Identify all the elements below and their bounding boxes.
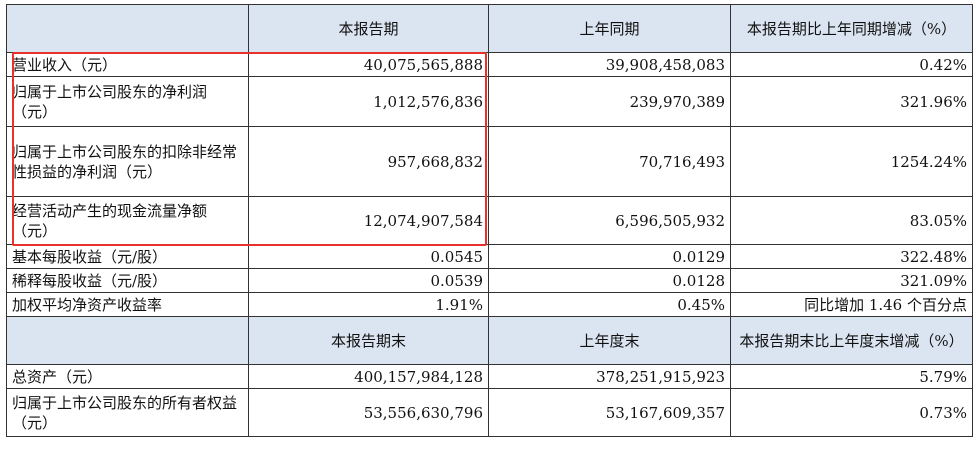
table-row: 归属于上市公司股东的净利润（元） 1,012,576,836 239,970,3… <box>6 76 973 127</box>
table-row: 基本每股收益（元/股） 0.0545 0.0129 322.48% <box>6 244 973 269</box>
row-label: 加权平均净资产收益率 <box>6 292 249 317</box>
header-period-end: 本报告期末 <box>248 316 489 365</box>
row-value-current: 0.0539 <box>248 268 489 293</box>
row-value-current: 0.0545 <box>248 244 489 269</box>
header-yoy-change: 本报告期比上年同期增减（%） <box>730 4 973 53</box>
row-value-prior: 0.0129 <box>488 244 731 269</box>
row-label: 稀释每股收益（元/股） <box>6 268 249 293</box>
row-value-prior: 0.0128 <box>488 268 731 293</box>
table-row: 营业收入（元） 40,075,565,888 39,908,458,083 0.… <box>6 52 973 77</box>
row-value-prior: 39,908,458,083 <box>488 52 731 77</box>
header-label-cell <box>6 4 249 53</box>
row-label: 归属于上市公司股东的净利润（元） <box>6 76 249 127</box>
row-label: 基本每股收益（元/股） <box>6 244 249 269</box>
row-value-change: 322.48% <box>730 244 973 269</box>
table-row: 归属于上市公司股东的所有者权益（元） 53,556,630,796 53,167… <box>6 388 973 437</box>
row-value-change: 321.09% <box>730 268 973 293</box>
row-value-current: 957,668,832 <box>248 126 489 197</box>
financial-summary-table: 本报告期 上年同期 本报告期比上年同期增减（%） 营业收入（元） 40,075,… <box>6 4 973 437</box>
row-value-current: 1.91% <box>248 292 489 317</box>
row-value-change: 83.05% <box>730 196 973 245</box>
header-label-cell <box>6 316 249 365</box>
row-value-prior: 239,970,389 <box>488 76 731 127</box>
row-value-prior: 6,596,505,932 <box>488 196 731 245</box>
header-row-1: 本报告期 上年同期 本报告期比上年同期增减（%） <box>6 4 973 53</box>
row-value-prior: 0.45% <box>488 292 731 317</box>
row-value-prior: 70,716,493 <box>488 126 731 197</box>
row-label: 总资产（元） <box>6 364 249 389</box>
row-value-prior: 378,251,915,923 <box>488 364 731 389</box>
row-value-change: 0.73% <box>730 388 973 437</box>
table-row: 归属于上市公司股东的扣除非经常性损益的净利润（元） 957,668,832 70… <box>6 126 973 197</box>
header-current-period: 本报告期 <box>248 4 489 53</box>
row-value-current: 400,157,984,128 <box>248 364 489 389</box>
row-value-current: 53,556,630,796 <box>248 388 489 437</box>
row-value-prior: 53,167,609,357 <box>488 388 731 437</box>
row-value-change: 同比增加 1.46 个百分点 <box>730 292 973 317</box>
table-row: 稀释每股收益（元/股） 0.0539 0.0128 321.09% <box>6 268 973 293</box>
row-value-current: 12,074,907,584 <box>248 196 489 245</box>
row-label: 归属于上市公司股东的扣除非经常性损益的净利润（元） <box>6 126 249 197</box>
row-value-current: 1,012,576,836 <box>248 76 489 127</box>
table-row: 加权平均净资产收益率 1.91% 0.45% 同比增加 1.46 个百分点 <box>6 292 973 317</box>
row-label: 经营活动产生的现金流量净额（元） <box>6 196 249 245</box>
row-value-change: 1254.24% <box>730 126 973 197</box>
header-prior-year-end: 上年度末 <box>488 316 731 365</box>
row-value-change: 5.79% <box>730 364 973 389</box>
header-prior-year-period: 上年同期 <box>488 4 731 53</box>
row-label: 营业收入（元） <box>6 52 249 77</box>
header-change-vs-year-end: 本报告期末比上年度末增减（%） <box>730 316 973 365</box>
row-value-current: 40,075,565,888 <box>248 52 489 77</box>
table-row: 总资产（元） 400,157,984,128 378,251,915,923 5… <box>6 364 973 389</box>
row-value-change: 321.96% <box>730 76 973 127</box>
row-label: 归属于上市公司股东的所有者权益（元） <box>6 388 249 437</box>
row-value-change: 0.42% <box>730 52 973 77</box>
table-row: 经营活动产生的现金流量净额（元） 12,074,907,584 6,596,50… <box>6 196 973 245</box>
header-row-2: 本报告期末 上年度末 本报告期末比上年度末增减（%） <box>6 316 973 365</box>
